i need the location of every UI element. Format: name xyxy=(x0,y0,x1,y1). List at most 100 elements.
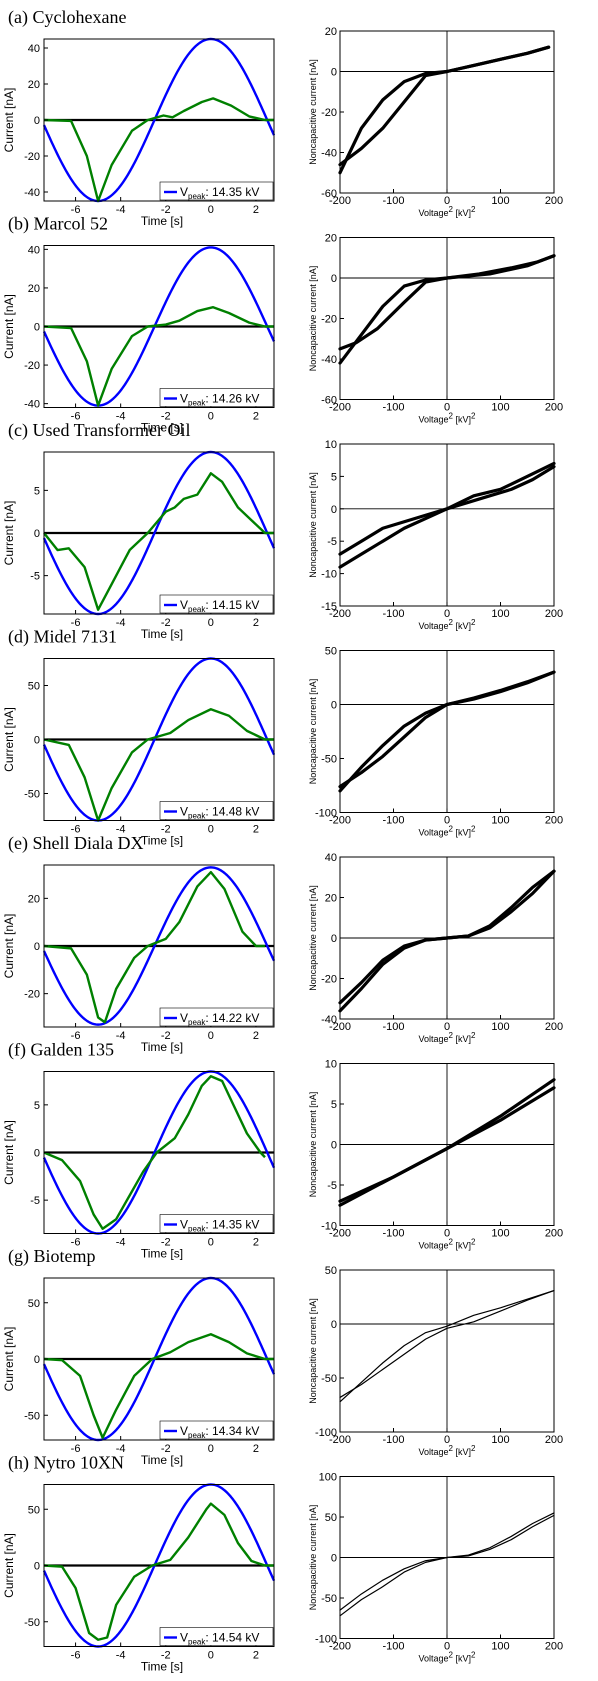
x-tick-label: 0 xyxy=(208,824,214,836)
x-tick-label: 0 xyxy=(444,608,450,620)
x-tick-label: -2 xyxy=(161,617,171,629)
legend-value: 14.15 kV xyxy=(212,598,259,612)
hysteresis-return xyxy=(339,1512,555,1617)
y-tick-label: 0 xyxy=(34,941,40,953)
x-axis-label: Time [s] xyxy=(141,214,183,228)
y-tick-label: 50 xyxy=(28,1504,40,1516)
y-tick-label: 0 xyxy=(34,735,40,747)
x-tick-label: 0 xyxy=(444,1434,450,1446)
y-tick-label: 5 xyxy=(331,1099,337,1111)
y-axis-label: Current [nA] xyxy=(2,914,16,979)
y-axis-label: Noncapacitive current [nA] xyxy=(308,59,318,165)
current-line xyxy=(43,1502,274,1641)
voltage-line xyxy=(42,450,276,616)
y-axis-label: Current [nA] xyxy=(2,88,16,153)
x-tick-label: -200 xyxy=(329,1021,351,1033)
x-label-main: Voltage xyxy=(419,1034,449,1044)
x-axis-label: Time [s] xyxy=(141,1040,183,1054)
y-tick-label: 10 xyxy=(325,1059,337,1071)
x-tick-label: 200 xyxy=(545,815,563,827)
left-plot: -6 -4 -2 0 2 -50 0 50 Time [s] Current [nA] Vpeak:… xyxy=(2,1276,276,1467)
voltage-line xyxy=(42,1276,276,1442)
x-tick-label: 100 xyxy=(491,1228,509,1240)
x-label-main: Voltage xyxy=(419,415,449,425)
legend-v: V xyxy=(180,1218,188,1232)
x-tick-label: -200 xyxy=(329,1228,351,1240)
y-tick-label: 40 xyxy=(325,852,337,864)
y-tick-label: 0 xyxy=(34,1148,40,1160)
legend-sep: : xyxy=(205,1424,212,1438)
y-axis-label: Noncapacitive current [nA] xyxy=(308,472,318,578)
legend-box xyxy=(159,594,274,614)
y-tick-label: 20 xyxy=(28,893,40,905)
y-tick-label: -50 xyxy=(24,789,40,801)
x-tick-label: 100 xyxy=(491,815,509,827)
voltage-line xyxy=(42,37,276,203)
y-tick-label: -50 xyxy=(321,1593,337,1605)
x-label-unit: [kV] xyxy=(453,828,471,838)
legend-value: 14.35 kV xyxy=(212,185,259,199)
x-tick-label: -200 xyxy=(329,1641,351,1653)
x-label-sup: 2 xyxy=(449,1651,454,1660)
x-tick-label: 2 xyxy=(253,1650,259,1662)
legend: Vpeak: 14.54 kV xyxy=(159,1627,274,1647)
y-tick-label: 0 xyxy=(34,115,40,127)
y-tick-label: 0 xyxy=(331,1553,337,1565)
x-tick-label: -200 xyxy=(329,815,351,827)
legend-sep: : xyxy=(205,1011,212,1025)
legend-value: 14.26 kV xyxy=(212,392,259,406)
y-tick-label: 20 xyxy=(325,893,337,905)
x-axis-label: Voltage2 [kV]2 xyxy=(419,825,477,838)
legend-box xyxy=(159,1420,274,1440)
x-label-main: Voltage xyxy=(419,1241,449,1251)
y-tick-label: -20 xyxy=(321,107,337,119)
x-tick-label: -4 xyxy=(116,617,126,629)
y-axis-label: Current [nA] xyxy=(2,1120,16,1185)
x-tick-label: -200 xyxy=(329,402,351,414)
y-tick-label: 20 xyxy=(28,79,40,91)
x-tick-label: 200 xyxy=(545,1021,563,1033)
y-tick-label: -100 xyxy=(315,1634,337,1646)
hysteresis-return xyxy=(338,670,556,789)
x-tick-label: -2 xyxy=(161,1237,171,1249)
y-tick-label: 20 xyxy=(325,26,337,38)
x-tick-label: 0 xyxy=(208,411,214,423)
panel-2: (c) Used Transformer Oil-6 -4 -2 0 2-505Time… xyxy=(2,420,563,641)
x-label-unit: [kV] xyxy=(453,415,471,425)
y-tick-label: -20 xyxy=(321,314,337,326)
y-axis-label: Noncapacitive current [nA] xyxy=(308,266,318,372)
x-tick-label: 200 xyxy=(545,608,563,620)
left-plot: -6 -4 -2 0 2 -5 0 5 Time [s] Current [nA] Vpeak: 1… xyxy=(2,1070,276,1261)
legend: Vpeak: 14.15 kV xyxy=(159,594,274,614)
x-axis-label: Voltage2 [kV]2 xyxy=(419,1444,477,1457)
y-tick-label: 0 xyxy=(331,1140,337,1152)
x-tick-label: -2 xyxy=(161,204,171,216)
current-line xyxy=(43,1075,266,1230)
y-tick-label: 0 xyxy=(331,700,337,712)
x-axis-label: Time [s] xyxy=(141,1453,183,1467)
legend: Vpeak: 14.34 kV xyxy=(159,1420,274,1440)
x-label-unit-sup: 2 xyxy=(471,1444,476,1453)
x-tick-label: -6 xyxy=(71,1650,81,1662)
panel-title: (e) Shell Diala DX xyxy=(8,833,143,854)
x-tick-label: -200 xyxy=(329,1434,351,1446)
x-label-sup: 2 xyxy=(449,1238,454,1247)
y-tick-label: 10 xyxy=(325,439,337,451)
x-tick-label: 0 xyxy=(208,1650,214,1662)
legend-sep: : xyxy=(205,805,212,819)
x-tick-label: 2 xyxy=(253,617,259,629)
x-tick-label: -6 xyxy=(71,411,81,423)
hysteresis-return xyxy=(338,461,556,556)
x-label-sup: 2 xyxy=(449,825,454,834)
x-label-main: Voltage xyxy=(419,208,449,218)
x-label-sup: 2 xyxy=(449,1031,454,1040)
panel-title: (b) Marcol 52 xyxy=(8,214,108,235)
